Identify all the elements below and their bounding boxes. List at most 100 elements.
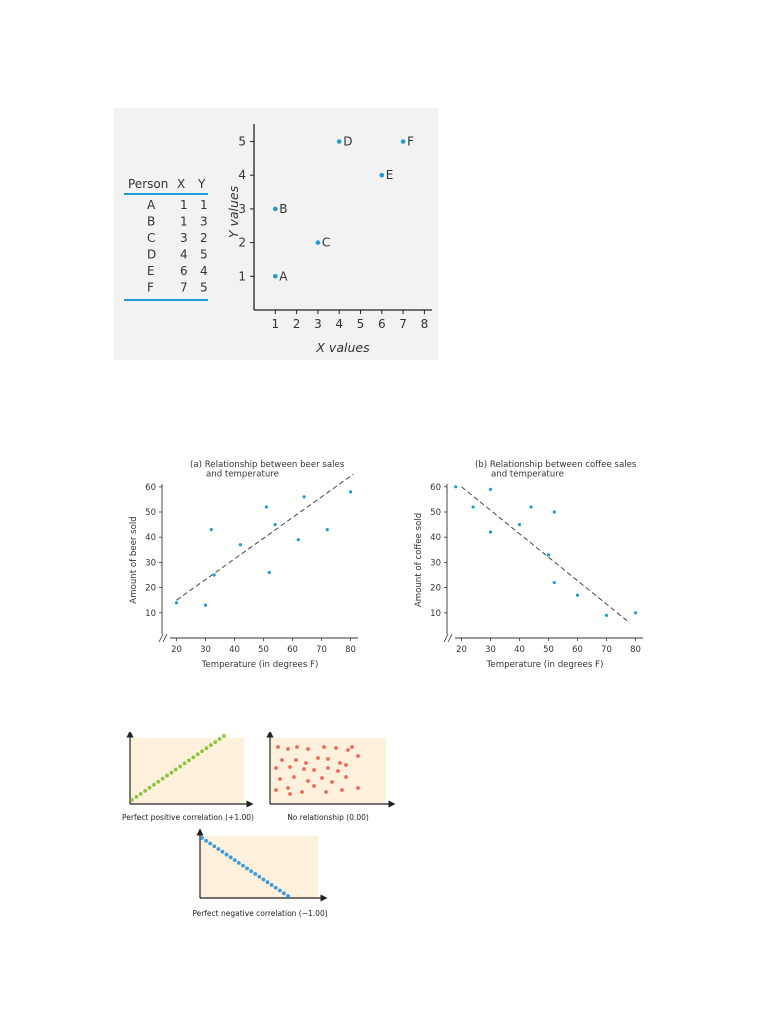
table-cell-person: C	[147, 231, 155, 245]
caption-positive: Perfect positive correlation (+1.00)	[122, 813, 254, 822]
data-point	[296, 538, 300, 542]
negative-dot	[286, 894, 290, 898]
y-tick-label: 50	[145, 508, 156, 518]
x-tick-label: 8	[421, 317, 429, 331]
negative-dot	[249, 869, 254, 874]
data-point	[604, 613, 609, 617]
table-cell-person: E	[147, 264, 155, 278]
x-tick-label: 20	[171, 645, 182, 655]
y-axis-label: Y values	[226, 185, 241, 238]
point-label: E	[386, 168, 394, 182]
figure-coffee-sales: 20 30 40 50 60 70 80 10 20 30 40 50 60 (b) Relationsh…	[405, 452, 665, 674]
point-label: D	[343, 135, 352, 149]
data-point	[203, 603, 208, 607]
table-cell-y: 2	[200, 231, 208, 245]
negative-dot	[208, 841, 213, 846]
table-header-y: Y	[197, 177, 206, 191]
y-tick-label: 10	[145, 609, 156, 619]
data-point	[325, 528, 329, 532]
table-cell-person: F	[147, 281, 154, 295]
positive-dot	[222, 734, 226, 738]
x-tick-label: 60	[287, 645, 298, 655]
negative-dot	[200, 836, 204, 840]
positive-dot	[178, 764, 183, 769]
no-relationship-dots	[274, 745, 360, 796]
y-tick-label: 20	[145, 584, 156, 594]
negative-dot	[277, 888, 282, 893]
negative-plot-area	[200, 836, 318, 898]
table-cell-y: 3	[200, 215, 208, 229]
table-cell-x: 1	[180, 215, 188, 229]
positive-dot	[160, 776, 165, 781]
data-point	[209, 528, 213, 532]
scatter-dot	[312, 768, 316, 772]
scatter-dot	[340, 788, 344, 792]
table-cell-person: D	[147, 248, 156, 262]
y-tick-label: 10	[430, 609, 441, 619]
data-point	[273, 523, 277, 527]
no-relationship-plot: No relationship (0.00)	[266, 730, 396, 822]
x-tick-label: 80	[630, 645, 641, 655]
x-tick-label: 60	[572, 645, 583, 655]
x-tick-label: 40	[514, 645, 525, 655]
y-tick-label: 30	[145, 558, 156, 568]
positive-correlation-plot: Perfect positive correlation (+1.00)	[122, 730, 254, 822]
negative-dot	[282, 891, 286, 896]
data-point	[488, 487, 493, 491]
positive-dot	[134, 795, 139, 799]
negative-dot	[228, 855, 233, 860]
scatter-dot	[280, 758, 284, 762]
negative-dot	[269, 883, 274, 887]
negative-dot	[253, 872, 258, 876]
data-point	[267, 570, 271, 575]
positive-dot	[156, 779, 161, 784]
scatter-dot	[334, 746, 338, 750]
negative-dot	[220, 849, 225, 854]
positive-dot	[195, 752, 200, 757]
negative-dots	[200, 836, 290, 898]
positive-plot-area	[130, 738, 244, 804]
negative-dot	[212, 844, 217, 849]
chart-coffee-vs-temperature: 20 30 40 50 60 70 80 10 20 30 40 50 60 (b) Relationsh…	[414, 460, 643, 670]
point-label: B	[279, 202, 287, 216]
y-tick-label: 40	[145, 533, 156, 543]
table-cell-y: 5	[200, 248, 208, 262]
scatter-dot	[326, 766, 330, 770]
positive-dot	[152, 782, 156, 787]
negative-dot	[261, 877, 266, 882]
table-cell-x: 7	[180, 281, 188, 295]
positive-dot	[191, 755, 196, 760]
positive-dot	[147, 785, 152, 790]
x-tick-label: 50	[258, 645, 269, 655]
data-point	[212, 573, 216, 577]
positive-dot	[182, 761, 187, 766]
fig2b-svg: 20 30 40 50 60 70 80 10 20 30 40 50 60 (b) Relationsh…	[414, 460, 643, 670]
scatter-dot	[306, 747, 310, 751]
negative-dot	[236, 860, 241, 865]
x-tick-label: 30	[200, 645, 211, 655]
y-tick-label: 3	[238, 202, 246, 216]
data-point	[264, 505, 268, 509]
data-point	[552, 580, 556, 585]
trend-line	[461, 486, 630, 624]
x-tick-label: 20	[456, 645, 467, 655]
positive-dot	[200, 749, 204, 754]
data-point	[400, 139, 406, 144]
scatter-dot	[304, 761, 308, 765]
scatter-dot	[274, 766, 278, 770]
table-header-person: Person	[128, 177, 168, 191]
data-point	[174, 601, 179, 605]
point-label: A	[279, 269, 288, 283]
scatter-dot	[336, 769, 340, 773]
scatter-dot	[294, 758, 298, 762]
scatter-dot	[312, 784, 316, 788]
negative-dot	[265, 880, 270, 885]
chart-beer-vs-temperature: 20 30 40 50 60 70 80 10 20 30 40 50 60 (a) Relationsh…	[129, 460, 358, 670]
scatter-dot	[344, 763, 348, 767]
x-tick-label: 50	[543, 645, 554, 655]
scatter-dot	[356, 786, 360, 790]
scatter-dot	[276, 745, 280, 749]
data-point	[273, 274, 278, 279]
negative-dot	[232, 858, 237, 862]
